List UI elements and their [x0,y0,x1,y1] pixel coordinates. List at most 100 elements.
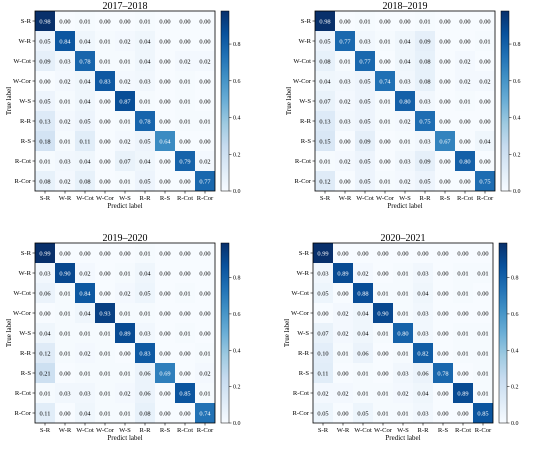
heatmap-cell [395,111,415,131]
cell-value-label: 0.00 [377,270,388,277]
cell-value-label: 0.01 [397,290,408,297]
cell-value-label: 0.01 [459,98,470,105]
cell-value-label: 0.00 [439,178,450,185]
panel-title: 2020–2021 [381,233,426,244]
heatmap-cell [355,111,375,131]
heatmap-cell [195,323,215,343]
heatmap-cell [375,91,395,111]
heatmap-cell [95,323,115,343]
x-tick-label: W-R [339,195,352,202]
cell-value-label: 0.00 [479,58,490,65]
cell-value-label: 0.00 [357,250,368,257]
heatmap-cell [455,91,475,111]
heatmap-cell [195,343,215,363]
heatmap-cell [195,403,215,423]
cell-value-label: 0.01 [379,98,390,105]
cell-value-label: 0.75 [419,118,430,125]
heatmap-cell [353,343,373,363]
cell-value-label: 0.09 [39,58,50,65]
cell-value-label: 0.02 [119,290,130,297]
cell-value-label: 0.05 [139,138,150,145]
heatmap-cell [95,151,115,171]
cell-value-label: 0.01 [139,98,150,105]
x-tick-label: W-R [59,427,72,434]
heatmap-cell [95,171,115,191]
heatmap-cell [373,243,393,263]
cell-value-label: 0.05 [79,118,90,125]
heatmap-cell [175,303,195,323]
cell-value-label: 0.01 [99,330,110,337]
confusion-matrix-panel-1: 2017–2018 0.98 0.00 0.01 0.00 0.00 0.01 0.00 0.0… [5,1,241,210]
heatmap-cell [335,151,355,171]
cell-value-label: 0.00 [159,270,170,277]
heatmap-cell [195,51,215,71]
cell-value-label: 0.02 [317,390,328,397]
heatmap-cell [35,383,55,403]
cell-value-label: 0.01 [457,270,468,277]
y-tick-label: W-Cor [13,310,32,317]
cell-value-label: 0.00 [337,410,348,417]
cell-value-label: 0.12 [319,178,330,185]
heatmap-cell [475,171,495,191]
cell-value-label: 0.01 [357,390,368,397]
heatmap-cell [473,363,493,383]
cell-value-label: 0.00 [179,370,190,377]
cell-value-label: 0.01 [397,270,408,277]
cell-value-label: 0.00 [439,18,450,25]
heatmap-cell [195,131,215,151]
heatmap-cell [455,151,475,171]
heatmap-cell [333,263,353,283]
heatmap-cell [75,283,95,303]
cell-value-label: 0.00 [179,350,190,357]
cell-value-label: 0.10 [317,350,328,357]
heatmap-cell [175,71,195,91]
cell-value-label: 0.01 [199,118,210,125]
colorbar-tick-label: 0.8 [233,276,241,282]
heatmap-cell [455,71,475,91]
cell-value-label: 0.00 [179,410,190,417]
heatmap-cell [35,403,55,423]
heatmap-cell [155,31,175,51]
heatmap-cell [355,71,375,91]
heatmap-cell [453,323,473,343]
cell-value-label: 0.01 [59,138,70,145]
heatmap-cell [35,363,55,383]
cell-value-label: 0.98 [39,18,50,25]
heatmap-cell [475,71,495,91]
heatmap-cell [115,51,135,71]
heatmap-cell [373,403,393,423]
y-tick-label: S-R [21,18,32,25]
cell-value-label: 0.75 [479,178,490,185]
cell-value-label: 0.00 [337,290,348,297]
heatmap-cell [155,131,175,151]
cell-value-label: 0.01 [39,390,50,397]
y-tick-label: W-R [19,38,32,45]
cell-value-label: 0.00 [159,410,170,417]
y-tick-label: R-R [300,118,312,125]
cell-value-label: 0.78 [437,370,448,377]
heatmap-cell [333,403,353,423]
cell-value-label: 0.00 [439,38,450,45]
heatmap-cell [95,343,115,363]
heatmap-cell [35,51,55,71]
cell-value-label: 0.03 [397,370,408,377]
cell-value-label: 0.00 [179,310,190,317]
heatmap-cell [433,363,453,383]
heatmap-cell [95,243,115,263]
cell-value-label: 0.02 [199,58,210,65]
heatmap-cell [393,383,413,403]
heatmap-cell [75,111,95,131]
colorbar [500,10,510,192]
heatmap-cell [393,283,413,303]
x-tick-label: R-Cot [455,427,471,434]
cell-value-label: 0.01 [179,98,190,105]
heatmap-cell [55,11,75,31]
cell-value-label: 0.00 [199,250,210,257]
heatmap-cell [453,363,473,383]
heatmap-cell [333,243,353,263]
heatmap-cell [333,303,353,323]
heatmap-cell [115,243,135,263]
heatmap-cell [115,403,135,423]
x-tick-label: R-S [160,427,171,434]
